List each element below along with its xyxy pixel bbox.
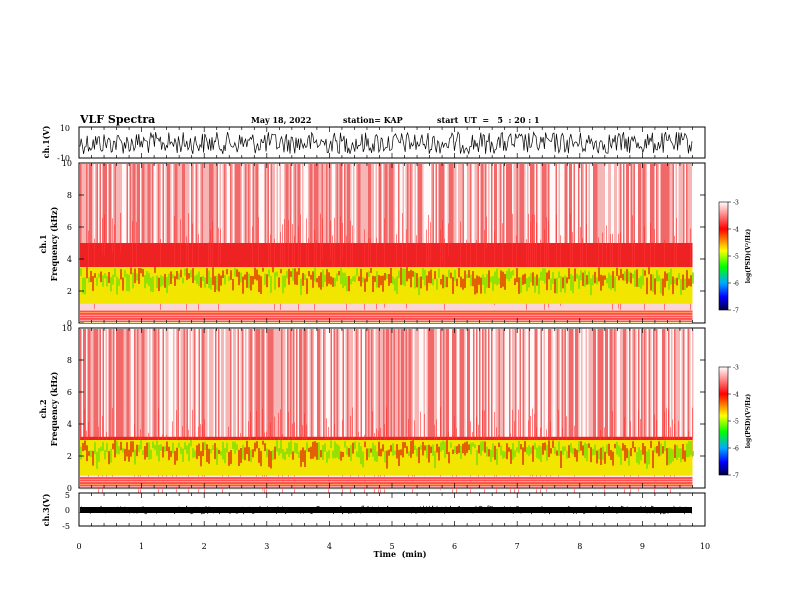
ch2-spectrogram-ytick-label: 4 xyxy=(67,420,72,429)
ch2-spectrogram-ytick-label: 0 xyxy=(67,484,72,493)
ch1-spectrogram-ytick-label: 10 xyxy=(62,159,72,168)
ch1-waveform-line xyxy=(79,131,693,155)
ch2-colorbar: -3 -4 -5 -6 -7 log(PSD)(V²/Hz) xyxy=(718,365,752,480)
ch1-spectrogram-panel: 0 2 4 6 8 10 ch.1 Frequency (kHz) xyxy=(38,159,706,328)
x-tick-label: 5 xyxy=(389,542,394,551)
ch3-waveform-line xyxy=(79,505,693,515)
ch2-spectrogram-ytick-label: 10 xyxy=(62,324,72,333)
figure-title: VLF Spectra xyxy=(79,113,155,126)
ch2-spectrogram-image xyxy=(80,329,694,518)
ch3-ytick-mid: 0 xyxy=(65,506,70,515)
x-tick-label: 6 xyxy=(452,542,457,551)
ch2-spectrogram-panel: 0 2 4 6 8 10 ch.2 Frequency (kHz) xyxy=(38,324,706,518)
ch1-waveform-panel: 10 -10 ch.1(V) xyxy=(41,124,706,163)
ch1-spectrogram-ytick-label: 2 xyxy=(67,287,72,296)
ch1-spectrogram-ylabel: Frequency (kHz) xyxy=(49,206,59,281)
ch2-colorbar-tick-label: -3 xyxy=(733,365,739,372)
ch1-waveform-ylabel: ch.1(V) xyxy=(41,125,51,158)
x-tick-label: 1 xyxy=(139,542,144,551)
ch3-waveform-ylabel: ch.3(V) xyxy=(41,493,51,526)
ch1-colorbar-label: log(PSD)(V²/Hz) xyxy=(745,229,752,284)
ch1-spectrogram-ytick-label: 6 xyxy=(67,223,72,232)
ch3-ytick-top: 5 xyxy=(65,491,70,500)
station-label: station= KAP xyxy=(343,115,403,125)
ch3-waveform-panel: 5 0 -5 ch.3(V) xyxy=(41,491,706,531)
ch3-ytick-bottom: -5 xyxy=(62,522,70,531)
ch2-spectrogram-ytick-label: 2 xyxy=(67,452,72,461)
ch1-colorbar-tick-label: -6 xyxy=(733,281,739,288)
x-tick-label: 0 xyxy=(76,542,81,551)
x-axis-tick-labels: 0 1 2 3 4 5 6 7 8 9 10 xyxy=(76,542,710,551)
x-tick-label: 9 xyxy=(640,542,645,551)
ch2-colorbar-label: log(PSD)(V²/Hz) xyxy=(745,394,752,449)
ch1-spectrogram-ytick-label: 4 xyxy=(67,255,72,264)
x-tick-label: 3 xyxy=(264,542,269,551)
ch1-spectrogram-image xyxy=(80,164,694,323)
ch2-colorbar-tick-label: -7 xyxy=(733,473,739,480)
ch2-colorbar-tick-label: -4 xyxy=(733,392,739,399)
x-tick-label: 2 xyxy=(202,542,207,551)
ch1-spectrogram-ytick-label: 8 xyxy=(67,191,72,200)
ch1-colorbar-tick-label: -7 xyxy=(733,308,739,315)
x-tick-label: 8 xyxy=(577,542,582,551)
x-axis-ticks xyxy=(78,127,706,526)
ch1-waveform-frame xyxy=(78,126,706,159)
ch3-waveform-band xyxy=(80,507,692,513)
ch2-spectrogram-ytick-label: 6 xyxy=(67,388,72,397)
x-axis-label: Time (min) xyxy=(373,549,426,559)
ch2-colorbar-scale xyxy=(718,366,729,476)
ch2-spectrogram-ylabel: Frequency (kHz) xyxy=(49,371,59,446)
ch1-spectrogram-ytick-label: 0 xyxy=(67,319,72,328)
ch1-colorbar-tick-label: -5 xyxy=(733,254,739,261)
ch2-spectrogram-ytick-label: 8 xyxy=(67,356,72,365)
ch2-colorbar-tick-label: -6 xyxy=(733,446,739,453)
x-tick-label: 7 xyxy=(515,542,520,551)
x-tick-label: 4 xyxy=(327,542,332,551)
ch1-colorbar-tick-label: -3 xyxy=(733,200,739,207)
ch1-colorbar: -3 -4 -5 -6 -7 log(PSD)(V²/Hz) xyxy=(718,200,752,315)
ch1-ytick-top: 10 xyxy=(60,124,70,133)
ch2-colorbar-tick-label: -5 xyxy=(733,419,739,426)
ch2-spectrogram-ylabel-top: ch.2 xyxy=(38,399,48,418)
ch1-colorbar-scale xyxy=(718,201,729,311)
start-time-label: start UT = 5 : 20 : 1 xyxy=(437,115,540,125)
ch1-ytick-bottom: -10 xyxy=(57,154,70,163)
date-label: May 18, 2022 xyxy=(251,115,311,125)
ch1-spectrogram-ylabel-top: ch.1 xyxy=(38,234,48,253)
ch1-colorbar-tick-label: -4 xyxy=(733,227,739,234)
x-tick-label: 10 xyxy=(700,542,710,551)
